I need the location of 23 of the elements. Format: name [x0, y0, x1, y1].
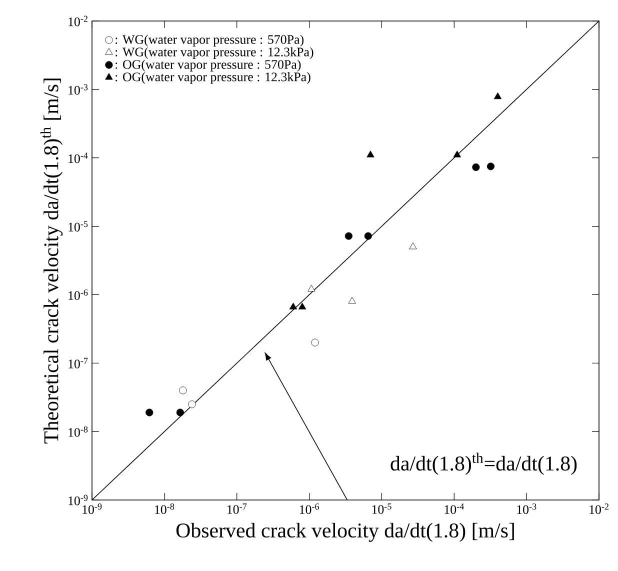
legend-label: : WG(water vapor pressure : 570Pa) [116, 34, 304, 46]
y-tick-label: 10$^{-2}$ [68, 16, 88, 26]
y-tick-label: 10$^{-5}$ [68, 221, 88, 232]
x-tick-label: 10$^{-3}$ [517, 504, 536, 514]
y-tick-label: 10$^{-3}$ [68, 84, 88, 95]
y-tick-label: 10$^{-6}$ [68, 289, 88, 300]
x-tick-label: 10$^{-9}$ [82, 504, 102, 514]
x-tick-label: 10$^{-7}$ [227, 504, 247, 514]
x-tick-label: 10$^{-4}$ [444, 504, 464, 514]
x-tick-label: 10$^{-2}$ [590, 504, 608, 514]
y-tick-label: 10$^{-4}$ [68, 152, 88, 164]
legend-label: : OG(water vapor pressure : 12.3kPa) [116, 72, 310, 84]
y-tick-label: 10$^{-8}$ [68, 426, 88, 437]
legend-label: : OG(water vapor pressure : 570Pa) [116, 60, 301, 72]
x-axis-title: Observed crack velocity da/dt(1.8) [m/s] [176, 522, 514, 542]
x-tick-label: 10$^{-8}$ [155, 504, 174, 514]
y-tick-label: 10$^{-9}$ [68, 494, 88, 506]
x-tick-label: 10$^{-6}$ [300, 504, 320, 514]
y-axis-title: Theoretical crack velocity da/dt(1.8)$^{th}$ [m/s] [40, 78, 63, 444]
y-tick-label: 10$^{-7}$ [68, 358, 88, 368]
legend-label: : WG(water vapor pressure : 12.3kPa) [116, 47, 314, 59]
annotation: da/dt(1.8)$^{th}$=da/dt(1.8) [390, 452, 577, 475]
x-tick-label: 10$^{-5}$ [372, 504, 392, 514]
